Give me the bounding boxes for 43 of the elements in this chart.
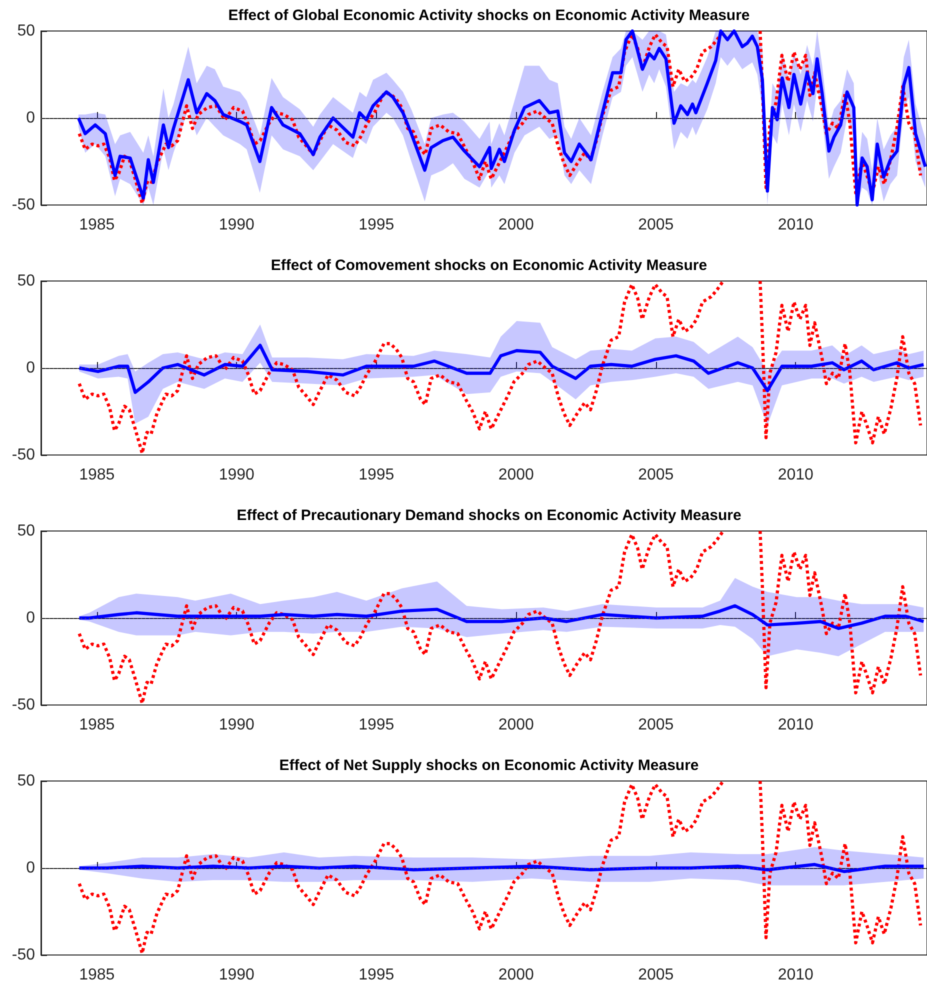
x-tick-label: 1990: [218, 966, 255, 984]
y-tick-label: 50: [17, 272, 36, 290]
x-tick-label: 2010: [778, 216, 814, 234]
x-tick-label: 1985: [79, 466, 115, 484]
y-tick-label: -50: [12, 196, 36, 214]
x-tick-label: 1995: [358, 216, 394, 234]
chart-title: Effect of Precautionary Demand shocks on Economic Activity Measure: [236, 507, 742, 524]
x-tick-label: 1995: [358, 466, 394, 484]
y-tick-label: 0: [26, 360, 36, 376]
y-tick-label: 0: [26, 860, 36, 876]
x-tick-label: 1990: [218, 716, 255, 734]
y-tick-label: 0: [26, 610, 36, 626]
x-tick-label: 1985: [79, 216, 115, 234]
y-tick-label: -50: [12, 946, 36, 964]
y-tick-label: 50: [17, 522, 36, 540]
x-tick-label: 2005: [638, 466, 674, 484]
x-tick-label: 2000: [498, 716, 534, 734]
line-series: [78, 604, 926, 630]
x-tick-label: 2005: [638, 216, 674, 234]
y-tick-label: -50: [12, 446, 36, 464]
x-tick-label: 2010: [778, 716, 814, 734]
chart-title: Effect of Global Economic Activity shocks on Economic Activity Measure: [228, 7, 750, 24]
x-tick-label: 2005: [638, 966, 674, 984]
x-tick-label: 1995: [358, 966, 394, 984]
y-tick-label: 0: [26, 110, 36, 126]
x-tick-label: 2005: [638, 716, 674, 734]
line-series: [78, 862, 926, 874]
x-tick-label: 2000: [498, 216, 534, 234]
x-tick-label: 1995: [358, 716, 394, 734]
x-tick-label: 2010: [778, 466, 814, 484]
x-tick-label: 1985: [79, 966, 115, 984]
x-tick-label: 2010: [778, 966, 814, 984]
chart-title: Effect of Comovement shocks on Economic Activity Measure: [270, 257, 708, 274]
x-tick-label: 1990: [218, 466, 255, 484]
x-tick-label: 2000: [498, 466, 534, 484]
line-series: [78, 344, 926, 394]
chart-title: Effect of Net Supply shocks on Economic Activity Measure: [279, 757, 699, 774]
x-tick-label: 1990: [218, 216, 255, 234]
y-tick-label: -50: [12, 696, 36, 714]
x-tick-label: 1985: [79, 716, 115, 734]
y-tick-label: 50: [17, 22, 36, 40]
y-tick-label: 50: [17, 772, 36, 790]
x-tick-label: 2000: [498, 966, 534, 984]
